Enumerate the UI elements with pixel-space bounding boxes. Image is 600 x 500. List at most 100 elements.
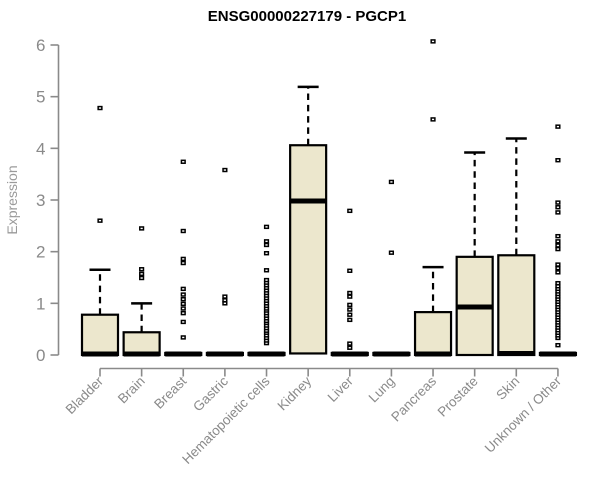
outlier-marker-center <box>556 337 560 339</box>
box-rect <box>289 144 328 355</box>
chart-title: ENSG00000227179 - PGCP1 <box>208 8 406 25</box>
box-group-gastric <box>205 167 244 357</box>
outlier-marker-center <box>556 211 560 214</box>
outlier-marker-center <box>556 267 560 269</box>
outlier-marker-center <box>556 314 560 316</box>
box-group-breast <box>164 159 203 357</box>
box-group-pancreas <box>413 39 453 357</box>
y-tick-label: 6 <box>36 36 45 55</box>
outlier-marker-center <box>556 206 560 208</box>
outlier-marker-center <box>98 107 102 109</box>
y-tick-label: 5 <box>36 88 45 107</box>
x-category-label: Breast <box>151 373 189 411</box>
outlier-marker-center <box>265 320 268 322</box>
outlier-marker-center <box>431 40 435 43</box>
outlier-marker-center <box>98 219 102 222</box>
outlier-marker-center <box>348 342 351 345</box>
outlier-marker-center <box>556 282 560 284</box>
outlier-marker-center <box>556 288 560 290</box>
outlier-marker-center <box>223 295 226 298</box>
outlier-marker-center <box>265 305 268 307</box>
outlier-marker-center <box>556 301 560 303</box>
box-group-prostate <box>455 151 494 357</box>
x-category-label: Gastric <box>190 373 231 414</box>
outlier-marker-center <box>556 244 560 247</box>
y-tick-label: 2 <box>36 243 45 262</box>
box-rect <box>80 313 120 357</box>
outlier-marker-center <box>182 312 185 314</box>
outlier-marker-center <box>182 321 185 323</box>
outlier-marker-center <box>265 307 268 310</box>
x-category-label: Prostate <box>435 374 481 420</box>
y-tick-label: 0 <box>36 346 45 365</box>
outlier-marker-center <box>140 268 143 270</box>
outlier-marker-center <box>265 300 268 302</box>
outlier-marker-center <box>265 297 268 299</box>
outlier-marker-center <box>140 277 143 279</box>
outlier-marker-center <box>182 298 185 300</box>
outlier-marker-center <box>556 324 560 326</box>
outlier-marker-center <box>556 298 560 300</box>
x-category-label: Bladder <box>63 373 107 417</box>
outlier-marker-center <box>556 201 560 204</box>
outlier-marker-center <box>556 303 560 306</box>
outlier-marker-center <box>265 226 268 228</box>
outlier-marker-center <box>556 295 560 298</box>
outlier-marker-center <box>265 289 268 292</box>
outlier-marker-center <box>348 304 351 306</box>
box-group-lung <box>372 179 411 357</box>
outlier-marker-center <box>265 292 268 294</box>
outlier-marker-center <box>556 344 560 346</box>
outlier-marker-center <box>556 319 560 321</box>
outlier-marker-center <box>348 270 351 272</box>
box-group-unknown-other <box>538 124 578 357</box>
outlier-marker-center <box>556 290 560 293</box>
outlier-marker-center <box>556 235 560 237</box>
outlier-marker-center <box>556 293 560 295</box>
box-rect <box>413 311 453 357</box>
outlier-marker-center <box>390 252 393 254</box>
outlier-marker-center <box>265 287 268 289</box>
outlier-marker-center <box>265 334 268 337</box>
y-tick-label: 1 <box>36 294 45 313</box>
outlier-marker-center <box>556 329 560 331</box>
outlier-marker-center <box>348 292 351 294</box>
outlier-marker-center <box>556 263 560 266</box>
outlier-marker-center <box>556 125 560 128</box>
outlier-marker-center <box>265 324 268 327</box>
outlier-marker-center <box>265 302 268 305</box>
outlier-marker-center <box>182 230 185 232</box>
x-category-label: Brain <box>115 374 148 407</box>
box-rect <box>497 254 536 357</box>
outlier-marker-center <box>265 342 268 344</box>
outlier-marker-center <box>265 252 268 254</box>
outlier-marker-center <box>348 347 351 349</box>
box-group-skin <box>497 137 536 357</box>
box-group-kidney <box>289 85 328 355</box>
outlier-marker-center <box>265 339 268 342</box>
outlier-marker-center <box>556 326 560 329</box>
outlier-marker-center <box>265 317 268 320</box>
y-tick-label: 3 <box>36 191 45 210</box>
outlier-marker-center <box>556 321 560 324</box>
outlier-marker-center <box>265 312 268 314</box>
x-category-label: Pancreas <box>388 373 439 424</box>
outlier-marker-center <box>182 293 185 296</box>
outlier-marker-center <box>556 311 560 313</box>
outlier-marker-center <box>265 315 268 317</box>
x-category-label: Unknown / Other <box>482 373 565 456</box>
plot-layer <box>80 39 578 357</box>
outlier-marker-center <box>265 330 268 332</box>
outlier-marker-center <box>265 269 268 271</box>
box-group-hematopoietic-cells <box>247 224 286 357</box>
x-category-label: Skin <box>493 374 522 403</box>
outlier-marker-center <box>140 227 143 230</box>
outlier-marker-center <box>556 308 560 311</box>
y-tick-label: 4 <box>36 139 45 158</box>
outlier-marker-center <box>556 332 560 334</box>
outlier-marker-center <box>265 337 268 339</box>
outlier-marker-center <box>223 169 226 171</box>
outlier-marker-center <box>265 294 268 297</box>
outlier-marker-center <box>265 327 268 329</box>
